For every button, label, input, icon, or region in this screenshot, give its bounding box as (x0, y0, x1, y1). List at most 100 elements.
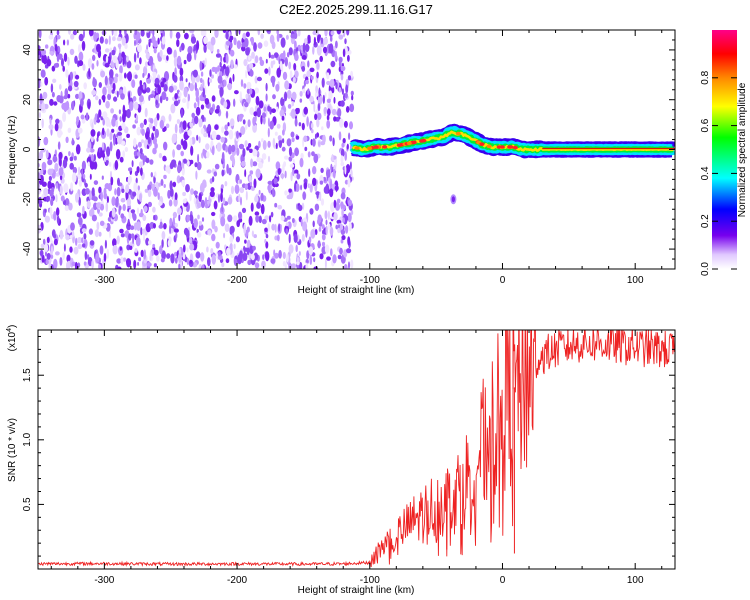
noise-speckle (131, 79, 136, 88)
noise-speckle (276, 234, 280, 242)
noise-speckle (82, 243, 86, 248)
noise-speckle (174, 93, 178, 100)
noise-speckle (303, 106, 308, 115)
noise-speckle (250, 37, 254, 43)
noise-speckle (343, 120, 348, 128)
noise-speckle (153, 47, 157, 54)
noise-speckle (292, 218, 295, 223)
noise-speckle (278, 138, 283, 149)
noise-speckle (45, 149, 49, 159)
noise-speckle (143, 205, 148, 213)
noise-speckle (111, 30, 114, 36)
noise-speckle (139, 84, 144, 91)
noise-speckle (99, 245, 104, 255)
noise-speckle (118, 125, 123, 131)
noise-speckle (197, 153, 200, 164)
noise-speckle (202, 87, 205, 98)
noise-speckle (333, 212, 338, 221)
noise-speckle (198, 220, 203, 226)
noise-speckle (82, 189, 85, 195)
noise-speckle (190, 214, 194, 225)
noise-speckle (249, 107, 254, 116)
noise-speckle (211, 95, 216, 102)
noise-speckle (189, 159, 194, 165)
noise-speckle (137, 141, 142, 148)
noise-speckle (81, 237, 84, 244)
noise-speckle (312, 30, 317, 36)
noise-speckle (172, 211, 177, 219)
noise-speckle (81, 160, 86, 171)
noise-speckle (265, 82, 268, 92)
noise-speckle (200, 71, 204, 77)
colorbar: 0.0 0.2 0.4 0.6 0.8 Normalized spectral ampl… (700, 30, 748, 276)
noise-speckle (263, 40, 269, 47)
noise-speckle (243, 223, 247, 235)
noise-speckle (228, 167, 232, 176)
noise-speckle (104, 183, 110, 190)
noise-speckle (91, 259, 94, 269)
noise-speckle (134, 74, 138, 79)
noise-speckle (55, 118, 60, 124)
noise-speckle (47, 180, 52, 190)
noise-speckle (153, 249, 159, 256)
noise-speckle (119, 228, 124, 234)
noise-speckle (143, 232, 146, 242)
noise-speckle (350, 90, 354, 96)
noise-speckle (289, 70, 293, 81)
noise-speckle (97, 113, 100, 124)
noise-speckle (294, 182, 297, 193)
noise-speckle (249, 170, 254, 175)
y-tick-label: -40 (22, 241, 33, 256)
noise-speckle (59, 257, 63, 266)
noise-speckle (55, 194, 58, 203)
noise-speckle (119, 156, 124, 163)
noise-speckle (317, 240, 321, 249)
noise-speckle (155, 99, 158, 106)
noise-speckle (214, 66, 218, 75)
noise-speckle (146, 262, 152, 267)
noise-speckle (331, 108, 337, 116)
noise-speckle (185, 184, 190, 193)
noise-speckle (338, 60, 342, 68)
noise-speckle (78, 51, 84, 62)
noise-speckle (324, 210, 328, 220)
noise-speckle (326, 98, 331, 103)
noise-speckle (303, 182, 308, 190)
noise-speckle (291, 100, 295, 107)
noise-speckle (234, 184, 240, 195)
noise-speckle (301, 234, 305, 242)
noise-speckle (252, 116, 256, 127)
noise-speckle (330, 163, 333, 172)
noise-speckle (111, 117, 116, 127)
noise-speckle (322, 134, 326, 144)
noise-speckle (260, 192, 264, 201)
noise-speckle (236, 147, 240, 156)
noise-speckle (189, 122, 194, 129)
top-y-ticks: -40 -20 0 20 40 (22, 29, 675, 270)
noise-speckle (183, 227, 189, 236)
noise-speckle (254, 262, 260, 269)
noise-speckle (325, 219, 328, 226)
noise-speckle (136, 52, 140, 59)
noise-speckle (195, 251, 201, 259)
noise-speckle (327, 223, 331, 231)
noise-speckle (256, 202, 261, 209)
noise-speckle (274, 252, 279, 259)
noise-speckle (38, 45, 41, 50)
noise-speckle (222, 197, 226, 205)
noise-speckle (267, 180, 273, 185)
noise-speckle (347, 177, 351, 188)
noise-speckle (134, 30, 138, 36)
noise-speckle (104, 38, 109, 45)
noise-speckle (166, 55, 169, 61)
noise-speckle (116, 235, 120, 245)
noise-speckle (234, 90, 239, 95)
noise-speckle (305, 262, 309, 269)
noise-speckle (141, 139, 144, 144)
track-hotspot (411, 140, 417, 145)
noise-speckle (225, 40, 231, 46)
noise-speckle (347, 54, 350, 62)
noise-speckle (162, 54, 168, 60)
noise-speckle (162, 155, 167, 161)
